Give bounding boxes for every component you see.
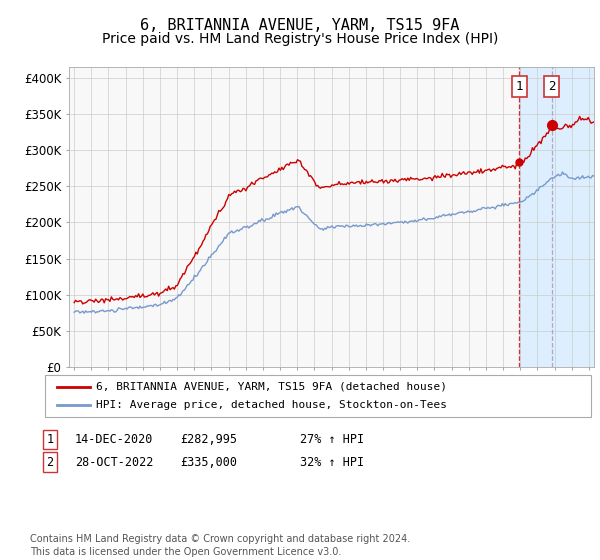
Text: 14-DEC-2020: 14-DEC-2020 bbox=[75, 433, 154, 446]
Bar bbox=[518, 67, 594, 367]
Text: £335,000: £335,000 bbox=[180, 455, 237, 469]
Text: 28-OCT-2022: 28-OCT-2022 bbox=[75, 455, 154, 469]
Text: 6, BRITANNIA AVENUE, YARM, TS15 9FA: 6, BRITANNIA AVENUE, YARM, TS15 9FA bbox=[140, 18, 460, 34]
Text: Contains HM Land Registry data © Crown copyright and database right 2024.
This d: Contains HM Land Registry data © Crown c… bbox=[30, 534, 410, 557]
Text: 27% ↑ HPI: 27% ↑ HPI bbox=[300, 433, 364, 446]
Text: HPI: Average price, detached house, Stockton-on-Tees: HPI: Average price, detached house, Stoc… bbox=[96, 400, 447, 410]
Text: 1: 1 bbox=[515, 80, 523, 93]
Text: £282,995: £282,995 bbox=[180, 433, 237, 446]
Text: 2: 2 bbox=[46, 455, 53, 469]
Text: Price paid vs. HM Land Registry's House Price Index (HPI): Price paid vs. HM Land Registry's House … bbox=[102, 32, 498, 46]
Text: 6, BRITANNIA AVENUE, YARM, TS15 9FA (detached house): 6, BRITANNIA AVENUE, YARM, TS15 9FA (det… bbox=[96, 382, 447, 392]
Text: 32% ↑ HPI: 32% ↑ HPI bbox=[300, 455, 364, 469]
Text: 1: 1 bbox=[46, 433, 53, 446]
Text: 2: 2 bbox=[548, 80, 556, 93]
